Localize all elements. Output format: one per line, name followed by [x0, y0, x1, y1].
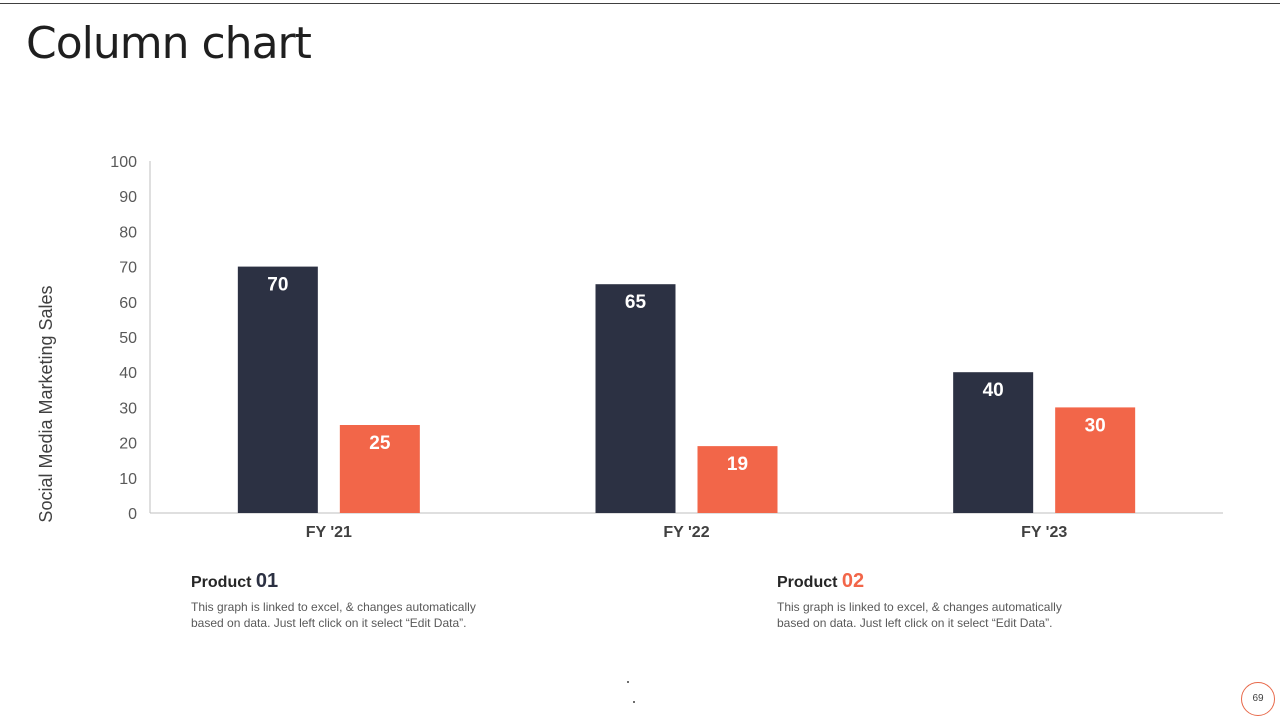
product-02-number: 02 [841, 570, 865, 592]
column-chart: 0 10 20 30 40 50 60 70 80 90 100 Social Media Marke… [36, 154, 1223, 541]
x-tick-label: FY '23 [1021, 524, 1067, 541]
y-tick-label: 60 [119, 295, 137, 312]
y-tick-label: 90 [119, 189, 137, 206]
bar-data-label: 70 [267, 275, 288, 296]
bar-data-label: 65 [625, 292, 647, 313]
y-tick-label: 20 [119, 436, 137, 453]
y-tick-label: 50 [119, 330, 137, 347]
bar-product_02 [697, 446, 778, 513]
product-02-label: Product [777, 574, 838, 591]
product-01-description: This graph is linked to excel, & changes… [191, 600, 476, 630]
y-tick-label: 10 [119, 471, 137, 488]
bar-data-label: 30 [1085, 415, 1106, 436]
y-tick-label: 80 [119, 224, 137, 241]
page-title: Column chart [26, 18, 312, 69]
y-tick-label: 70 [119, 260, 137, 277]
bar-product_02 [339, 425, 420, 513]
product-02-heading: Product 02 [777, 570, 1077, 593]
bar-product_01 [237, 266, 318, 513]
y-tick-label: 40 [119, 365, 137, 382]
product-01-block: Product 01 This graph is linked to excel… [191, 570, 491, 631]
y-axis-label: Social Media Marketing Sales [36, 285, 56, 522]
product-02-description: This graph is linked to excel, & changes… [777, 600, 1062, 630]
bar-product_01 [595, 284, 676, 513]
page-number-badge: 69 [1241, 682, 1275, 716]
y-tick-label: 0 [128, 506, 137, 523]
y-tick-label: 100 [110, 154, 137, 171]
x-tick-label: FY '21 [306, 524, 352, 541]
decorative-dot [627, 681, 629, 683]
bar-product_01 [953, 372, 1034, 513]
product-01-number: 01 [255, 570, 279, 592]
bar-product_02 [1055, 407, 1136, 513]
y-tick-label: 30 [119, 400, 137, 417]
bar-data-label: 25 [369, 433, 391, 454]
x-tick-label: FY '22 [663, 524, 709, 541]
bar-data-label: 40 [983, 380, 1004, 401]
product-01-heading: Product 01 [191, 570, 491, 593]
top-rule [0, 3, 1280, 4]
bar-data-label: 19 [727, 454, 748, 475]
decorative-dot [633, 701, 635, 703]
product-02-block: Product 02 This graph is linked to excel… [777, 570, 1077, 631]
product-01-label: Product [191, 574, 252, 591]
